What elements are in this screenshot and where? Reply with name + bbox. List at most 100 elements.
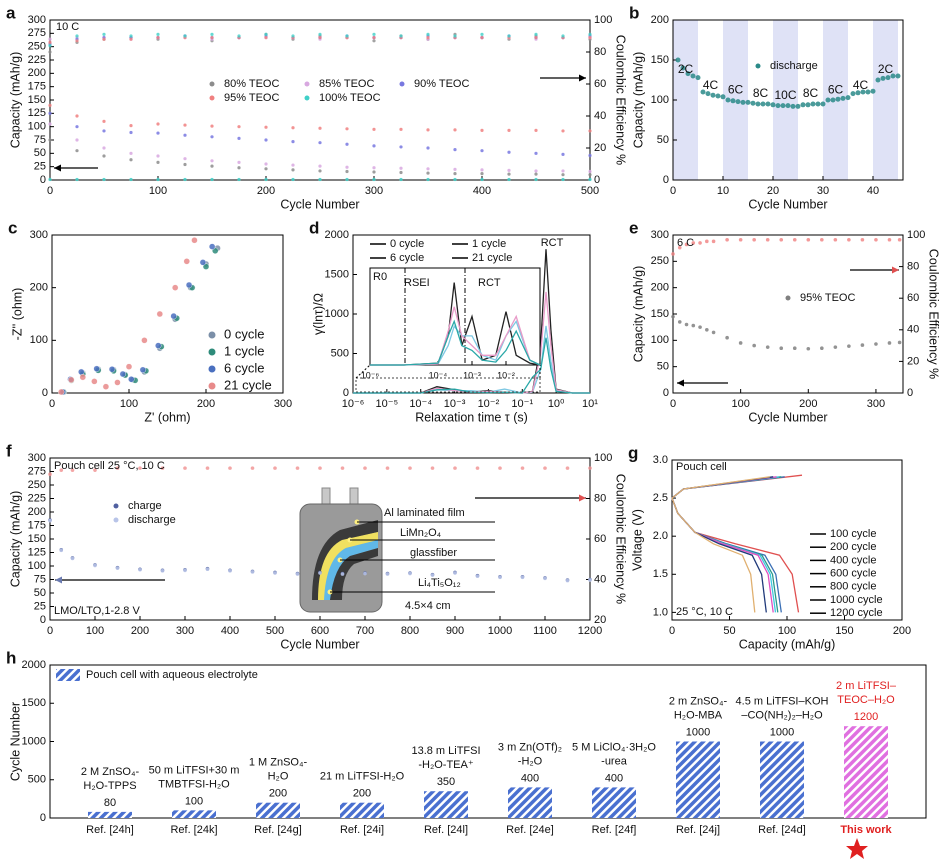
- x-tick-label: Ref. [24g]: [254, 824, 302, 836]
- bar-description: 2 m LiTFSI–: [836, 680, 897, 692]
- rate-band: [673, 20, 698, 180]
- data-point: [210, 177, 214, 182]
- data-line: [370, 319, 541, 366]
- data-point: [79, 374, 87, 381]
- ce-point: [115, 466, 120, 470]
- x-axis-title: Relaxation time τ (s): [415, 410, 528, 424]
- y2-axis-title: Coulombic Efficiency %: [614, 35, 628, 165]
- y-tick-label: 200: [651, 14, 669, 26]
- annotation: R0: [373, 271, 387, 283]
- x-tick-label: 300: [867, 398, 885, 410]
- ce-point: [228, 466, 232, 470]
- data-point: [588, 169, 592, 174]
- y-tick-label: 175: [28, 81, 46, 93]
- x-tick-label: 100: [120, 398, 138, 410]
- annotation: 4C: [853, 78, 869, 92]
- data-point: [156, 131, 160, 135]
- data-point: [755, 101, 761, 107]
- value-label: 100: [185, 795, 203, 807]
- data-point: [185, 281, 193, 289]
- x-tick-label: 10⁻¹: [511, 398, 533, 410]
- x-tick-label: 0: [49, 398, 55, 410]
- legend-marker: [208, 382, 216, 390]
- bar: [424, 791, 468, 818]
- annotation: Pouch cell 25 °C, 10 C: [54, 460, 165, 472]
- ce-point: [102, 32, 106, 37]
- data-point: [480, 177, 484, 182]
- y-axis-title: γ(lnτ)/Ω: [311, 293, 325, 335]
- data-point: [480, 168, 484, 172]
- data-point: [534, 151, 538, 155]
- ce-point: [507, 34, 511, 38]
- ce-point: [453, 34, 457, 38]
- data-point: [561, 177, 565, 182]
- data-point: [75, 114, 79, 118]
- legend-marker: [304, 81, 310, 87]
- ce-point: [887, 237, 892, 242]
- y2-tick-label: 0: [907, 387, 913, 399]
- data-point: [345, 142, 349, 146]
- legend-label: Pouch cell with aqueous electrolyte: [86, 669, 258, 681]
- data-point: [453, 571, 457, 575]
- y-tick-label: 150: [28, 94, 46, 106]
- bar-description: 21 m LiTFSI-H₂O: [320, 771, 405, 783]
- x-tick-label: 100: [778, 625, 796, 637]
- data-point: [75, 177, 79, 182]
- x-tick-label: 800: [401, 625, 419, 637]
- data-point: [507, 128, 511, 132]
- legend-marker: [208, 331, 216, 339]
- data-point: [825, 97, 831, 103]
- data-point: [318, 141, 322, 145]
- data-point: [792, 346, 797, 351]
- data-point: [865, 89, 871, 95]
- y-tick-label: 1000: [325, 308, 349, 320]
- x-axis-title: Capacity (mAh/g): [739, 637, 836, 651]
- y-tick-label: 200: [30, 282, 48, 294]
- bar-description: H₂O: [268, 771, 289, 783]
- data-point: [507, 168, 511, 172]
- y-tick-label: 2.0: [653, 530, 668, 542]
- data-point: [160, 569, 165, 573]
- data-point: [129, 151, 133, 155]
- legend-label: 1 cycle: [472, 238, 506, 250]
- ce-point: [588, 36, 592, 40]
- x-axis-title: Cycle Number: [748, 410, 827, 424]
- ce-point: [183, 34, 187, 38]
- y-tick-label: 1500: [325, 268, 349, 280]
- data-point: [847, 344, 851, 348]
- data-point: [399, 127, 403, 131]
- data-point: [534, 172, 538, 176]
- bar-description: 50 m LiTFSI+30 m: [149, 764, 240, 776]
- ce-point: [475, 466, 480, 470]
- ce-point: [833, 237, 838, 242]
- x-tick-label: 900: [446, 625, 464, 637]
- bar-description: 4.5 m LiTFSI–KOH: [736, 695, 829, 707]
- y-tick-label: 500: [28, 774, 46, 786]
- data-point: [237, 177, 241, 182]
- ce-point: [318, 32, 322, 37]
- data-point: [264, 167, 268, 171]
- plot-frame: [672, 234, 904, 394]
- panel-letter: a: [6, 3, 16, 22]
- data-point: [498, 575, 502, 580]
- legend-marker: [208, 365, 216, 373]
- y2-tick-label: 100: [907, 229, 925, 241]
- data-point: [725, 335, 729, 340]
- y-tick-label: 2.5: [653, 492, 668, 504]
- bar-description: -urea: [601, 755, 628, 767]
- data-point: [156, 310, 164, 318]
- ce-point: [897, 237, 902, 242]
- data-point: [453, 128, 457, 132]
- panel-letter: d: [309, 218, 319, 237]
- x-tick-label: 10⁻³: [444, 398, 466, 410]
- data-point: [183, 133, 187, 137]
- annotation: RSEI: [404, 277, 430, 289]
- data-point: [385, 572, 390, 576]
- data-point: [745, 99, 751, 105]
- data-point: [800, 102, 806, 108]
- x-tick-label: 50: [723, 625, 735, 637]
- ce-point: [498, 466, 502, 470]
- y-tick-label: 2000: [325, 229, 349, 241]
- data-point: [426, 128, 430, 132]
- data-point: [765, 101, 771, 107]
